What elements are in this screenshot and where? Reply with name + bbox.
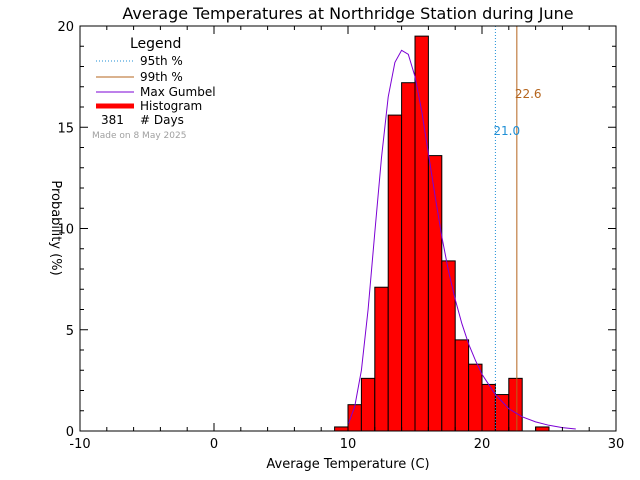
x-tick-label: 10	[340, 437, 357, 452]
legend-item-95th: 95th %	[140, 54, 183, 68]
legend-days-count: 381	[101, 113, 124, 127]
y-axis-label: Probability (%)	[48, 180, 63, 275]
legend: Legend 95th % 99th % Max Gumbel Histogra…	[92, 36, 216, 141]
percentile-layer: 21.0 22.6	[493, 26, 542, 431]
chart-title: Average Temperatures at Northridge Stati…	[122, 4, 573, 23]
y-tick-label: 0	[66, 425, 74, 440]
histogram-bar	[387, 114, 403, 432]
legend-item-gumbel: Max Gumbel	[140, 85, 216, 99]
histogram-bar	[334, 426, 349, 432]
histogram-bar	[360, 377, 376, 432]
histogram-bar	[401, 82, 416, 432]
histogram-bar	[414, 35, 429, 432]
percentile-99-label: 22.6	[515, 87, 542, 101]
legend-item-histogram: Histogram	[140, 99, 202, 113]
x-tick-label: 30	[608, 437, 625, 452]
histogram-bar	[441, 260, 456, 432]
legend-days-label: # Days	[140, 113, 184, 127]
gumbel-layer	[347, 49, 576, 430]
x-tick-label: -10	[69, 437, 90, 452]
percentile-95-label: 21.0	[493, 124, 520, 138]
x-axis-label: Average Temperature (C)	[266, 457, 429, 472]
x-tick-label: 20	[474, 437, 491, 452]
histogram-bar	[508, 377, 523, 432]
histogram-bar	[374, 286, 389, 432]
histogram-bar	[347, 404, 362, 432]
y-tick-label: 15	[57, 121, 74, 136]
made-on-note: Made on 8 May 2025	[92, 131, 186, 141]
histogram-bar	[494, 394, 510, 432]
histogram-bar	[454, 339, 470, 432]
y-tick-label: 10	[57, 223, 74, 238]
legend-title: Legend	[130, 36, 181, 52]
histogram-bar	[535, 426, 550, 432]
gumbel-curve	[347, 49, 576, 430]
histogram-bar	[468, 363, 483, 432]
y-tick-label: 5	[66, 324, 74, 339]
legend-item-99th: 99th %	[140, 70, 183, 84]
y-tick-label: 20	[57, 20, 74, 35]
x-tick-label: 0	[210, 437, 218, 452]
